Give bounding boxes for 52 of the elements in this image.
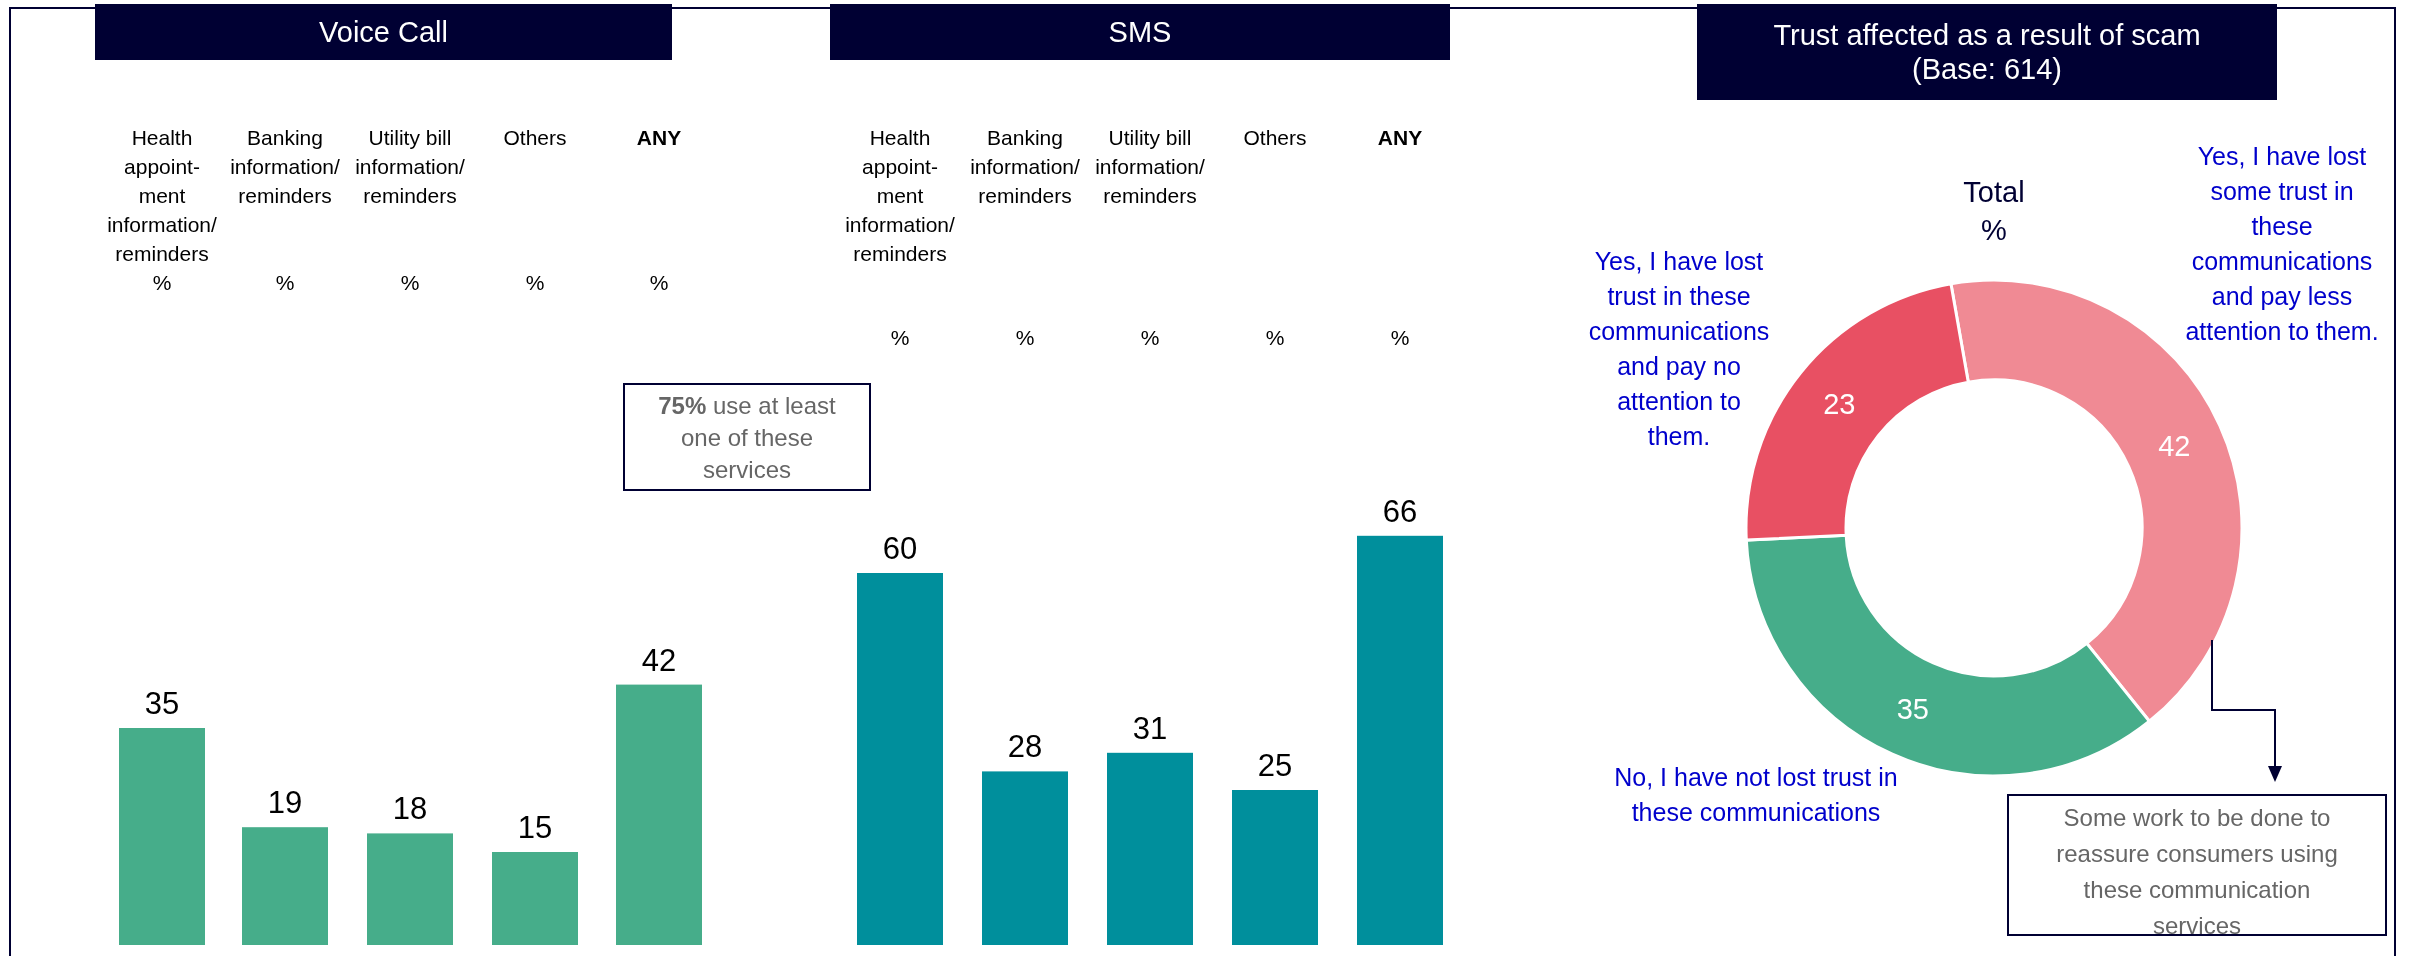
data-label: 42 — [641, 642, 677, 678]
chart-title: Voice Call — [319, 16, 448, 48]
slice-label: No, I have not lost trust in these communications — [1614, 763, 1898, 826]
text: % — [1140, 326, 1160, 349]
bar — [1357, 535, 1443, 945]
text: 75% use at least one of these services — [658, 392, 837, 483]
text: % — [1015, 326, 1035, 349]
x-tick-label: Utility bill information/ reminders — [1095, 126, 1206, 207]
data-label: 66 — [1382, 493, 1418, 529]
data-label: 35 — [144, 686, 180, 721]
bar — [857, 573, 943, 945]
x-tick-label: Banking information/ reminders — [230, 126, 341, 207]
slice-label: Yes, I have lost trust in these communications and pay no attention to them. — [1588, 247, 1770, 450]
bar — [492, 852, 578, 945]
data-label: 35 — [1896, 692, 1929, 725]
x-tick-label: Health appoint- ment information/ reminders — [845, 126, 956, 265]
text: % — [400, 271, 420, 294]
text: Some work to be done to reassure consumers using these communication services — [2056, 804, 2338, 939]
text: Total % — [1963, 176, 2025, 246]
bar — [982, 771, 1068, 945]
data-label: 28 — [1007, 729, 1043, 765]
data-label: 18 — [392, 791, 428, 827]
x-tick-label: Utility bill information/ reminders — [355, 126, 466, 207]
data-label: 31 — [1132, 710, 1168, 746]
x-tick-label: Others — [1243, 126, 1307, 149]
text: % — [525, 271, 545, 294]
x-tick-label: Banking information/ reminders — [970, 126, 1081, 207]
slice-label: Yes, I have lost some trust in these communications and pay less attention to them. — [2185, 142, 2379, 345]
text: % — [649, 271, 669, 294]
x-axis-title: % — [152, 271, 172, 294]
data-label: 25 — [1257, 748, 1293, 783]
text: % — [1265, 326, 1285, 349]
data-label: 23 — [1823, 388, 1856, 421]
bar — [1107, 752, 1193, 945]
x-tick-label: ANY — [636, 126, 682, 149]
x-tick-label: ANY — [1377, 126, 1423, 149]
x-tick-label: Health appoint- ment information/ reminders — [107, 126, 218, 265]
bar — [616, 684, 702, 945]
bar — [242, 827, 328, 945]
x-axis-title: % — [890, 326, 910, 349]
bar — [1232, 790, 1318, 945]
data-label: 60 — [882, 531, 918, 566]
chart-title: SMS — [1108, 16, 1172, 48]
text: % — [275, 271, 295, 294]
data-label: 42 — [2158, 430, 2191, 463]
data-label: 19 — [267, 785, 303, 821]
x-tick-label: Others — [503, 126, 567, 149]
bar — [119, 728, 205, 945]
chart-title: Trust affected as a result of scam (Base: 614) — [1773, 19, 2201, 85]
data-label: 15 — [517, 810, 553, 845]
bar — [367, 833, 453, 945]
text: % — [1390, 326, 1410, 349]
